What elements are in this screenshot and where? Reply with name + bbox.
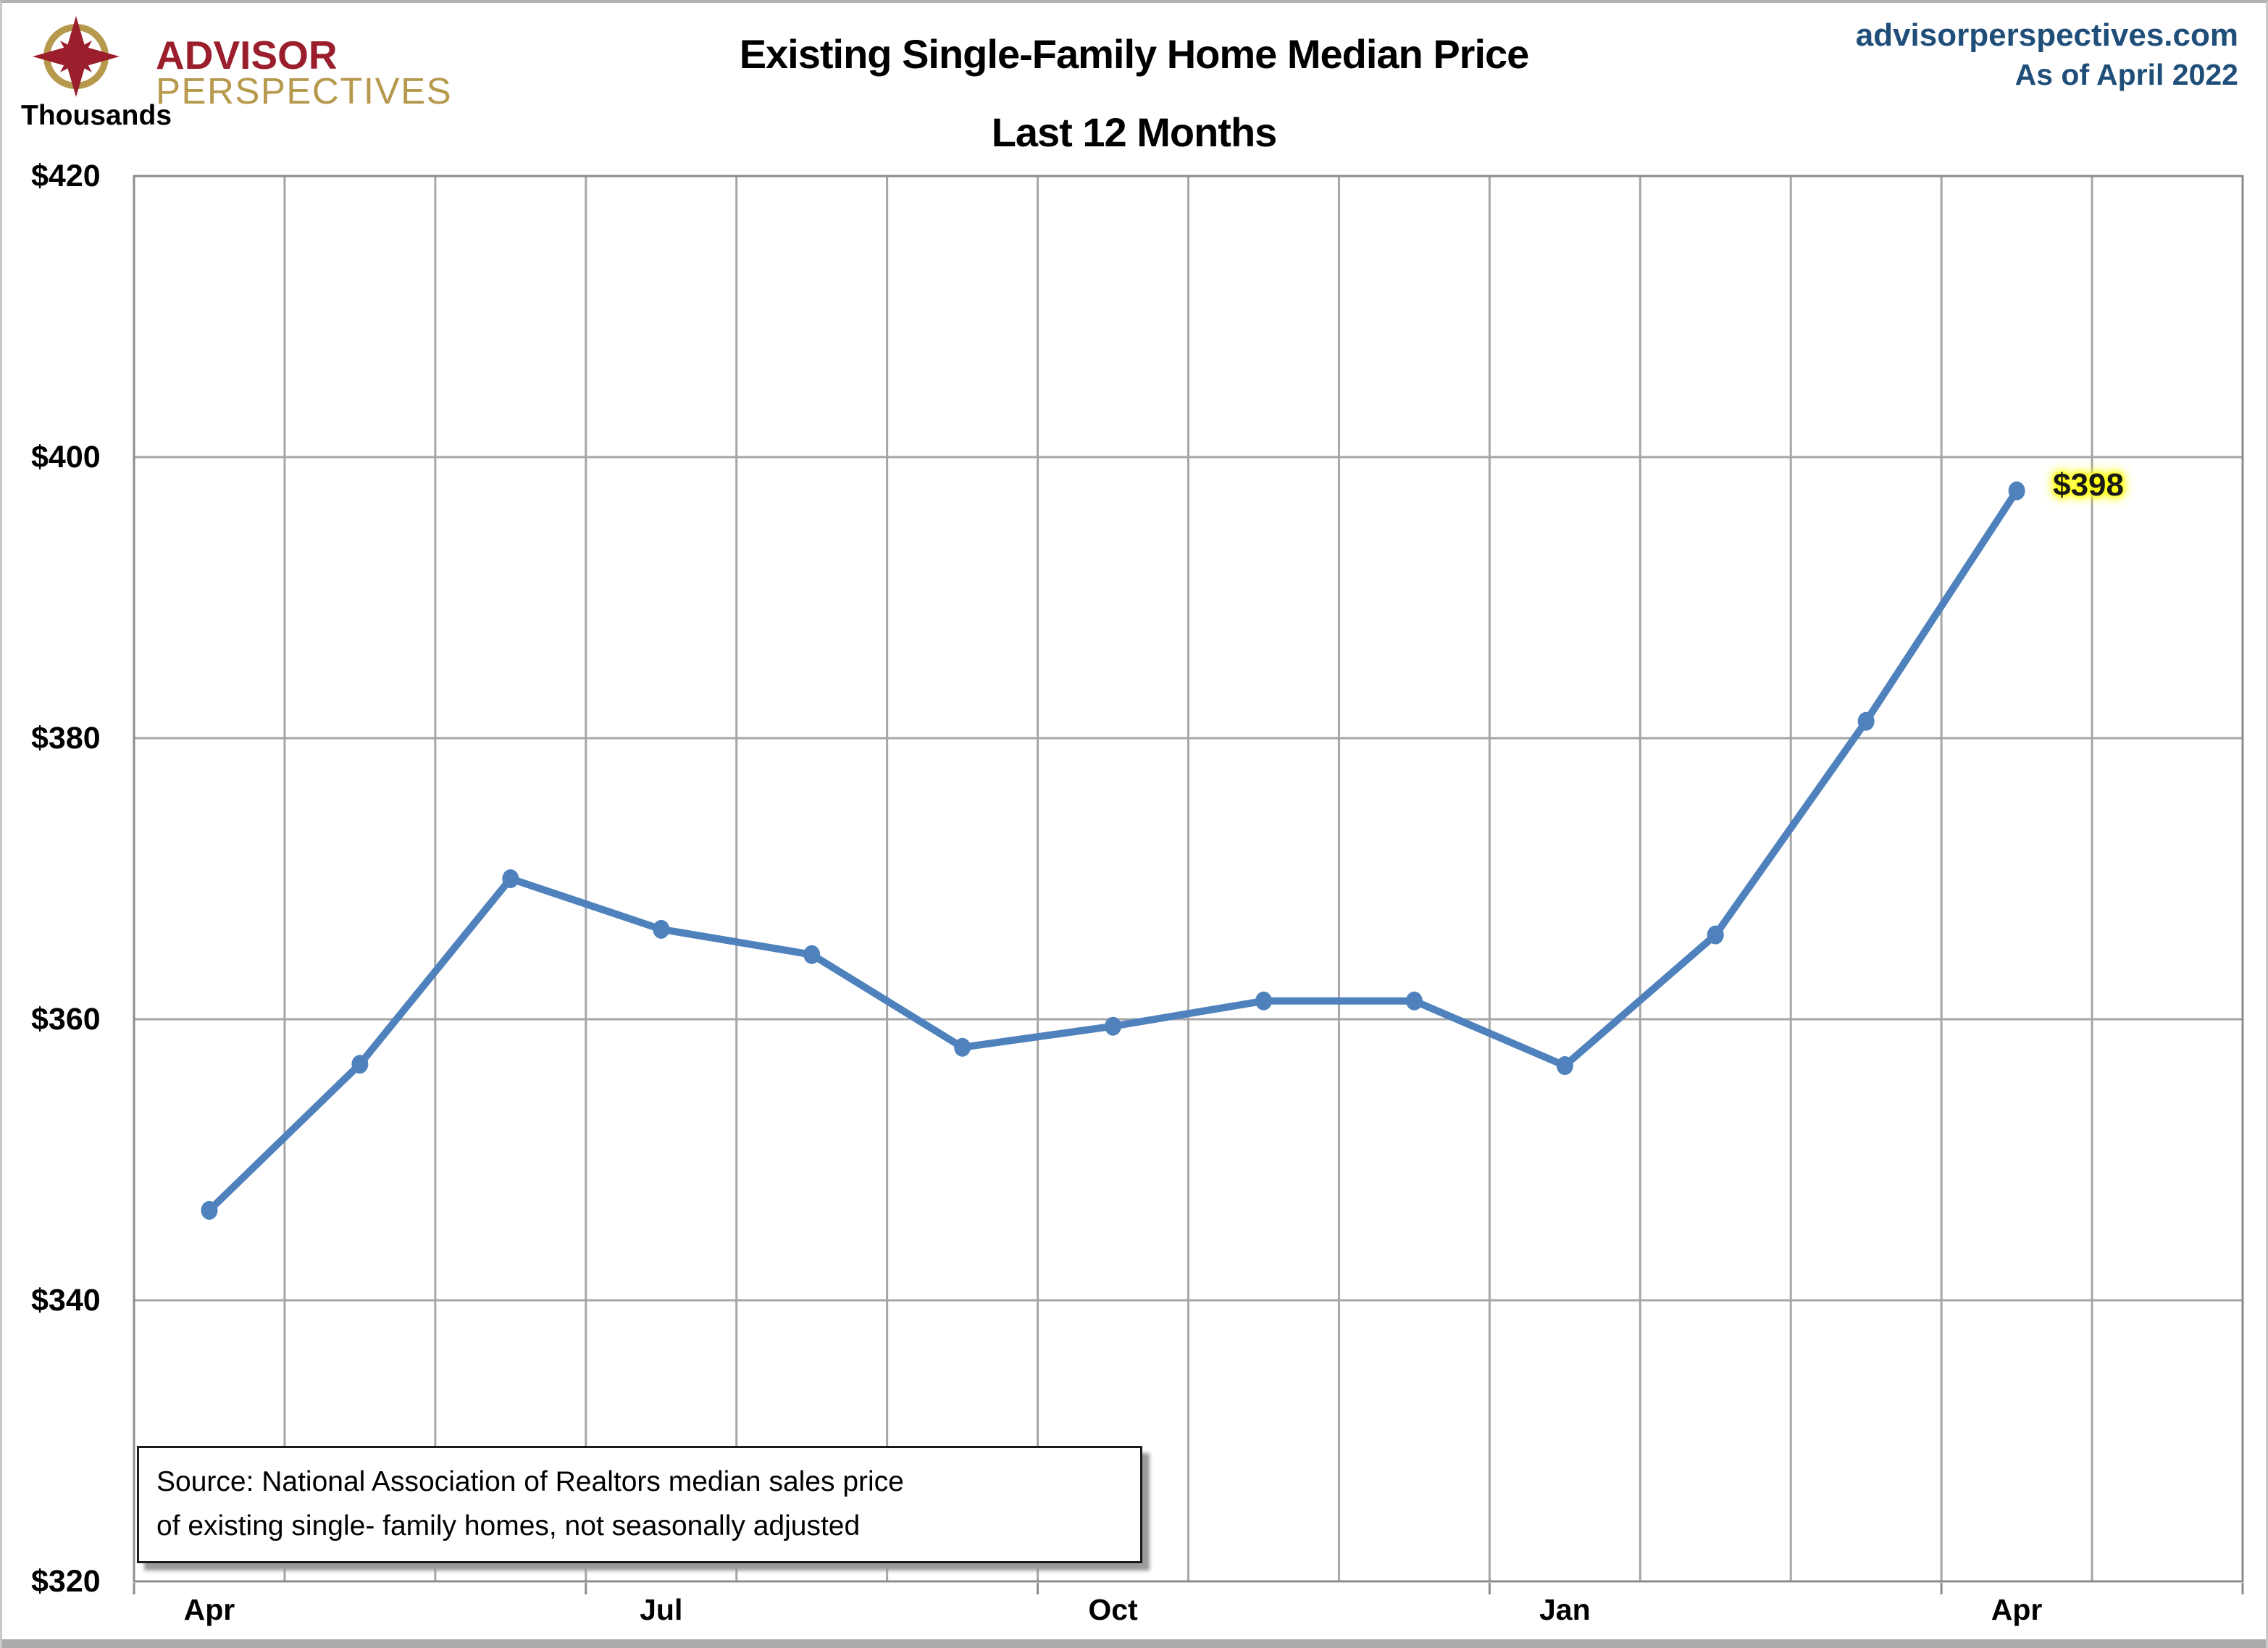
logo-word-advisor: ADVISOR bbox=[156, 33, 338, 78]
site-url: advisorperspectives.com bbox=[1855, 17, 2238, 53]
y-axis-label: $320 bbox=[31, 1564, 101, 1599]
source-note-line2: of existing single- family homes, not se… bbox=[156, 1510, 861, 1542]
y-axis-label: $360 bbox=[31, 1002, 101, 1037]
logo-word-perspectives: PERSPECTIVES bbox=[156, 70, 453, 112]
x-axis-label: Jul bbox=[640, 1593, 683, 1626]
data-point-marker bbox=[201, 1200, 218, 1220]
plot-border bbox=[133, 175, 2244, 1583]
data-point-marker bbox=[954, 1037, 971, 1057]
as-of-date: As of April 2022 bbox=[2014, 58, 2238, 91]
window-bottom-edge bbox=[2, 1639, 2266, 1648]
source-note-box: Source: National Association of Realtors… bbox=[137, 1446, 1142, 1563]
x-axis-label: Apr bbox=[183, 1593, 235, 1626]
data-point-marker bbox=[1707, 925, 1724, 945]
x-axis-label: Apr bbox=[1991, 1593, 2043, 1626]
x-axis-label: Jan bbox=[1539, 1593, 1591, 1626]
y-axis-label: $400 bbox=[31, 440, 101, 474]
data-point-marker bbox=[502, 869, 519, 888]
chart-title-line2: Last 12 Months bbox=[991, 109, 1278, 155]
x-axis-label: Oct bbox=[1088, 1593, 1138, 1626]
source-note-line1: Source: National Association of Realtors… bbox=[156, 1466, 904, 1497]
data-point-marker bbox=[2008, 481, 2025, 501]
chart-svg bbox=[133, 175, 2244, 1594]
advisor-perspectives-logo: ADVISOR PERSPECTIVES bbox=[33, 14, 451, 112]
data-point-marker bbox=[1556, 1056, 1573, 1076]
data-point-marker bbox=[351, 1055, 369, 1074]
y-axis-label: $380 bbox=[31, 721, 101, 756]
data-point-marker bbox=[1405, 991, 1423, 1011]
data-point-marker bbox=[1105, 1016, 1122, 1036]
data-point-marker bbox=[1255, 991, 1272, 1011]
chart-title-line1: Existing Single-Family Home Median Price bbox=[739, 31, 1530, 77]
median-price-line bbox=[205, 487, 2021, 1214]
data-point-marker bbox=[653, 919, 670, 939]
data-point-marker bbox=[803, 945, 821, 964]
data-point-marker bbox=[1857, 711, 1875, 731]
compass-rose-icon bbox=[33, 16, 120, 97]
y-axis-label: $420 bbox=[31, 159, 101, 193]
y-axis-label: $340 bbox=[31, 1283, 101, 1318]
last-point-data-label: $398 bbox=[2053, 467, 2124, 503]
y-axis-unit-label: Thousands bbox=[21, 100, 172, 131]
